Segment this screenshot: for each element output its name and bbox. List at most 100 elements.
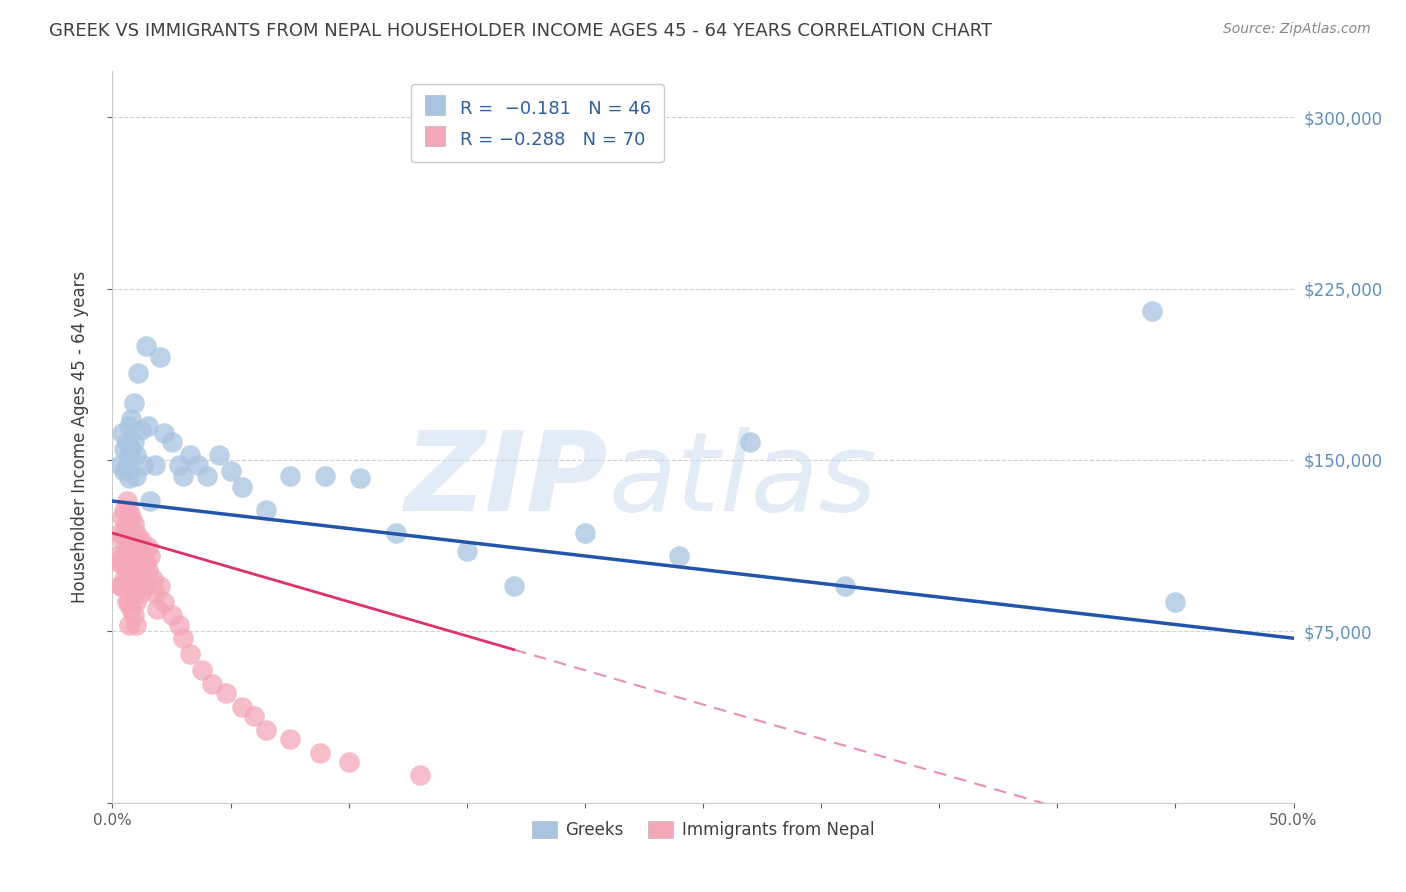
Point xyxy=(112,464,135,478)
Point xyxy=(195,469,218,483)
Point xyxy=(1140,304,1163,318)
Point xyxy=(122,563,145,577)
Point xyxy=(143,585,166,599)
Point xyxy=(129,533,152,547)
Point xyxy=(118,617,141,632)
Point xyxy=(135,579,157,593)
Point xyxy=(108,458,131,472)
Point xyxy=(122,608,145,623)
Point xyxy=(243,709,266,723)
Point xyxy=(108,579,131,593)
Point xyxy=(129,423,152,437)
Point xyxy=(139,549,162,563)
Point xyxy=(167,458,190,472)
Point xyxy=(143,458,166,472)
Point xyxy=(408,768,430,782)
Point xyxy=(122,396,145,410)
Point xyxy=(115,594,138,608)
Point xyxy=(111,579,134,593)
Point xyxy=(125,469,148,483)
Point xyxy=(219,464,242,478)
Point xyxy=(160,608,183,623)
Point xyxy=(125,526,148,541)
Point xyxy=(125,594,148,608)
Y-axis label: Householder Income Ages 45 - 64 years: Householder Income Ages 45 - 64 years xyxy=(70,271,89,603)
Point xyxy=(115,494,138,508)
Point xyxy=(122,516,145,531)
Point xyxy=(278,731,301,746)
Point xyxy=(153,425,176,440)
Point xyxy=(278,469,301,483)
Point xyxy=(132,549,155,563)
Text: ZIP: ZIP xyxy=(405,427,609,534)
Point xyxy=(201,677,224,691)
Point xyxy=(125,617,148,632)
Point xyxy=(118,549,141,563)
Point xyxy=(118,594,141,608)
Point xyxy=(118,448,141,462)
Point xyxy=(111,533,134,547)
Point xyxy=(112,526,135,541)
Point xyxy=(135,556,157,570)
Point xyxy=(127,366,149,380)
Point xyxy=(231,480,253,494)
Point xyxy=(208,448,231,462)
Point xyxy=(125,549,148,563)
Point xyxy=(149,350,172,364)
Point xyxy=(120,442,142,456)
Point xyxy=(314,469,336,483)
Point xyxy=(111,556,134,570)
Point xyxy=(179,647,201,661)
Point xyxy=(574,526,596,541)
Point xyxy=(740,434,762,449)
Point xyxy=(146,601,169,615)
Point xyxy=(1164,594,1187,608)
Point xyxy=(142,572,165,586)
Point xyxy=(115,563,138,577)
Point xyxy=(125,448,148,462)
Point xyxy=(115,458,138,472)
Point xyxy=(112,572,135,586)
Point xyxy=(456,544,478,558)
Point xyxy=(834,579,856,593)
Point xyxy=(125,572,148,586)
Point xyxy=(160,434,183,449)
Point xyxy=(129,556,152,570)
Legend: Greeks, Immigrants from Nepal: Greeks, Immigrants from Nepal xyxy=(524,814,882,846)
Point xyxy=(105,549,128,563)
Point xyxy=(120,601,142,615)
Point xyxy=(135,338,157,352)
Point xyxy=(127,533,149,547)
Point xyxy=(136,418,159,433)
Point xyxy=(231,699,253,714)
Point xyxy=(118,503,141,517)
Point xyxy=(668,549,690,563)
Point xyxy=(179,448,201,462)
Point xyxy=(172,632,194,646)
Point xyxy=(215,686,238,700)
Point xyxy=(129,585,152,599)
Point xyxy=(118,418,141,433)
Point xyxy=(108,526,131,541)
Point xyxy=(127,579,149,593)
Point xyxy=(127,556,149,570)
Point xyxy=(254,503,277,517)
Point xyxy=(115,434,138,449)
Text: GREEK VS IMMIGRANTS FROM NEPAL HOUSEHOLDER INCOME AGES 45 - 64 YEARS CORRELATION: GREEK VS IMMIGRANTS FROM NEPAL HOUSEHOLD… xyxy=(49,22,993,40)
Point xyxy=(254,723,277,737)
Point xyxy=(115,540,138,554)
Text: atlas: atlas xyxy=(609,427,877,534)
Point xyxy=(115,516,138,531)
Point xyxy=(120,579,142,593)
Point xyxy=(122,540,145,554)
Point xyxy=(112,503,135,517)
Point xyxy=(309,746,332,760)
Point xyxy=(191,663,214,677)
Point xyxy=(120,510,142,524)
Point xyxy=(139,494,162,508)
Point xyxy=(136,540,159,554)
Point xyxy=(349,471,371,485)
Point xyxy=(132,458,155,472)
Point xyxy=(136,563,159,577)
Point xyxy=(118,471,141,485)
